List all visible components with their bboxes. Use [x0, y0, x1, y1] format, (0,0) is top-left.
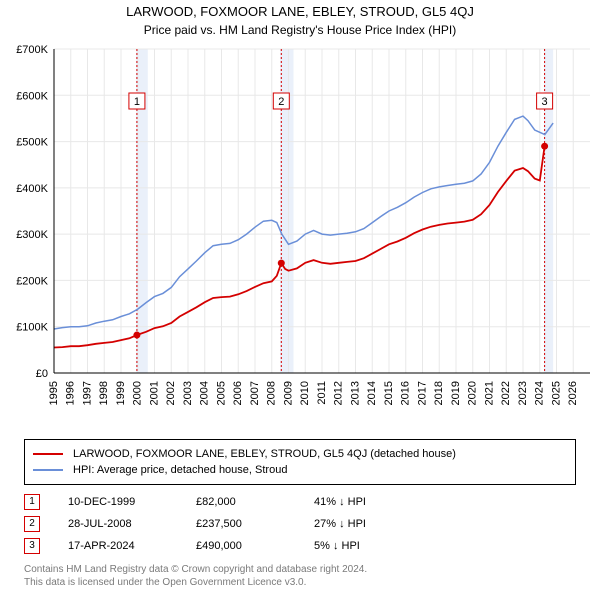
svg-text:1998: 1998	[98, 381, 110, 405]
footer-line-2: This data is licensed under the Open Gov…	[24, 576, 576, 589]
svg-text:2010: 2010	[299, 381, 311, 405]
sale-date: 28-JUL-2008	[68, 513, 168, 535]
chart-title: LARWOOD, FOXMOOR LANE, EBLEY, STROUD, GL…	[0, 0, 600, 19]
sale-hpi-diff: 27% ↓ HPI	[314, 513, 404, 535]
svg-text:£600K: £600K	[16, 90, 48, 102]
sale-marker-badge: 3	[24, 538, 40, 554]
sales-row: 2 28-JUL-2008 £237,500 27% ↓ HPI	[24, 513, 576, 535]
svg-text:2023: 2023	[517, 381, 529, 405]
legend-swatch	[33, 469, 63, 471]
svg-text:£300K: £300K	[16, 229, 48, 241]
svg-text:2000: 2000	[132, 381, 144, 405]
footer-line-1: Contains HM Land Registry data © Crown c…	[24, 563, 576, 576]
svg-text:2008: 2008	[266, 381, 278, 405]
svg-text:£400K: £400K	[16, 183, 48, 195]
legend-row: LARWOOD, FOXMOOR LANE, EBLEY, STROUD, GL…	[33, 446, 567, 462]
sale-price: £237,500	[196, 513, 286, 535]
svg-text:1: 1	[134, 96, 140, 108]
svg-text:2006: 2006	[232, 381, 244, 405]
svg-text:2002: 2002	[165, 381, 177, 405]
svg-text:2: 2	[278, 96, 284, 108]
svg-text:£700K: £700K	[16, 44, 48, 56]
sale-marker-badge: 1	[24, 494, 40, 510]
svg-text:2024: 2024	[534, 381, 546, 405]
svg-text:2012: 2012	[333, 381, 345, 405]
sale-date: 10-DEC-1999	[68, 491, 168, 513]
svg-text:2015: 2015	[383, 381, 395, 405]
svg-text:1999: 1999	[115, 381, 127, 405]
svg-text:2001: 2001	[148, 381, 160, 405]
legend-label: LARWOOD, FOXMOOR LANE, EBLEY, STROUD, GL…	[73, 446, 456, 462]
sale-hpi-diff: 41% ↓ HPI	[314, 491, 404, 513]
svg-text:2016: 2016	[400, 381, 412, 405]
chart-area: £0 £100K £200K £300K £400K £500K £600K £700K 199…	[0, 43, 600, 433]
sale-date: 17-APR-2024	[68, 535, 168, 557]
svg-text:£100K: £100K	[16, 322, 48, 334]
sale-hpi-diff: 5% ↓ HPI	[314, 535, 404, 557]
svg-text:£500K: £500K	[16, 137, 48, 149]
sale-marker-badge: 2	[24, 516, 40, 532]
svg-text:2020: 2020	[467, 381, 479, 405]
svg-text:2021: 2021	[483, 381, 495, 405]
sale-price: £82,000	[196, 491, 286, 513]
svg-text:2004: 2004	[199, 381, 211, 405]
svg-text:2026: 2026	[567, 381, 579, 405]
svg-text:2003: 2003	[182, 381, 194, 405]
svg-text:1997: 1997	[81, 381, 93, 405]
line-chart-svg: £0 £100K £200K £300K £400K £500K £600K £700K 199…	[0, 43, 600, 433]
svg-text:£200K: £200K	[16, 275, 48, 287]
sales-row: 1 10-DEC-1999 £82,000 41% ↓ HPI	[24, 491, 576, 513]
sales-row: 3 17-APR-2024 £490,000 5% ↓ HPI	[24, 535, 576, 557]
svg-text:3: 3	[542, 96, 548, 108]
sale-price: £490,000	[196, 535, 286, 557]
svg-text:£0: £0	[36, 368, 48, 380]
svg-text:2013: 2013	[349, 381, 361, 405]
legend-label: HPI: Average price, detached house, Stro…	[73, 462, 287, 478]
svg-text:2009: 2009	[282, 381, 294, 405]
legend-row: HPI: Average price, detached house, Stro…	[33, 462, 567, 478]
svg-text:2018: 2018	[433, 381, 445, 405]
chart-subtitle: Price paid vs. HM Land Registry's House …	[0, 19, 600, 43]
legend-box: LARWOOD, FOXMOOR LANE, EBLEY, STROUD, GL…	[24, 439, 576, 485]
svg-text:2019: 2019	[450, 381, 462, 405]
svg-text:2014: 2014	[366, 381, 378, 405]
svg-text:2011: 2011	[316, 381, 328, 405]
svg-text:2017: 2017	[416, 381, 428, 405]
footer-attribution: Contains HM Land Registry data © Crown c…	[24, 563, 576, 589]
svg-text:2007: 2007	[249, 381, 261, 405]
svg-text:1996: 1996	[65, 381, 77, 405]
svg-text:2005: 2005	[215, 381, 227, 405]
sales-table: 1 10-DEC-1999 £82,000 41% ↓ HPI 2 28-JUL-2008…	[24, 491, 576, 557]
svg-text:1995: 1995	[48, 381, 60, 405]
svg-text:2025: 2025	[550, 381, 562, 405]
svg-text:2022: 2022	[500, 381, 512, 405]
legend-swatch	[33, 453, 63, 455]
